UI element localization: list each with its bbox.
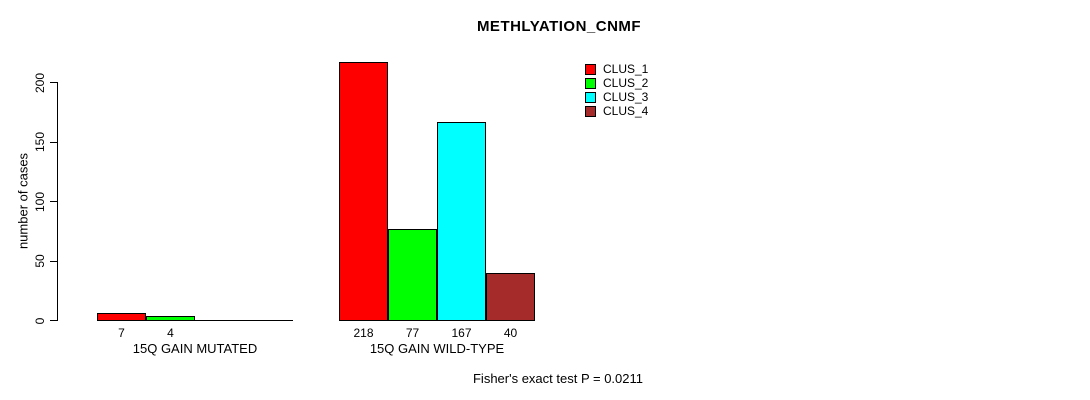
bar-value-label: 4 bbox=[167, 326, 174, 340]
bar bbox=[388, 229, 437, 321]
legend-item: CLUS_1 bbox=[585, 63, 648, 76]
y-axis-tick-label: 0 bbox=[33, 317, 47, 324]
y-axis-line bbox=[57, 82, 58, 321]
legend-label: CLUS_2 bbox=[603, 76, 649, 90]
legend-swatch bbox=[585, 64, 596, 75]
y-axis-tick bbox=[50, 82, 57, 83]
y-axis-tick bbox=[50, 201, 57, 202]
bar-value-label: 40 bbox=[503, 326, 518, 340]
bar bbox=[486, 273, 535, 321]
y-axis-tick-label: 200 bbox=[33, 72, 47, 93]
y-axis-tick-label: 150 bbox=[33, 131, 47, 153]
fisher-test-annotation: Fisher's exact test P = 0.0211 bbox=[472, 371, 644, 386]
legend-swatch bbox=[585, 92, 596, 103]
category-label: 15Q GAIN MUTATED bbox=[132, 341, 258, 356]
y-axis-tick bbox=[50, 141, 57, 143]
legend-item: CLUS_2 bbox=[585, 77, 648, 90]
y-axis-tick bbox=[50, 260, 57, 262]
legend: CLUS_1 CLUS_2 CLUS_3 CLUS_4 bbox=[585, 63, 648, 119]
y-axis-tick-label: 50 bbox=[33, 254, 47, 268]
y-axis-label: number of cases bbox=[15, 152, 31, 250]
bar-zero bbox=[195, 320, 244, 321]
bar-value-label: 77 bbox=[405, 326, 420, 340]
bar-zero bbox=[244, 320, 293, 321]
legend-item: CLUS_3 bbox=[585, 91, 648, 104]
y-axis-tick bbox=[50, 320, 57, 321]
legend-label: CLUS_3 bbox=[603, 90, 649, 104]
bar-value-label: 167 bbox=[451, 326, 472, 340]
category-label: 15Q GAIN WILD-TYPE bbox=[369, 341, 505, 356]
bar bbox=[97, 313, 146, 321]
chart-title: METHLYATION_CNMF bbox=[476, 18, 642, 35]
y-axis-tick-label: 100 bbox=[33, 191, 47, 212]
bar bbox=[437, 122, 486, 321]
bar bbox=[339, 62, 388, 321]
legend-label: CLUS_4 bbox=[603, 104, 649, 118]
legend-swatch bbox=[585, 106, 596, 117]
legend-item: CLUS_4 bbox=[585, 105, 648, 118]
legend-swatch bbox=[585, 78, 596, 89]
bar-value-label: 218 bbox=[353, 326, 374, 340]
bar bbox=[146, 316, 195, 321]
bar-value-label: 7 bbox=[118, 326, 125, 340]
legend-label: CLUS_1 bbox=[603, 62, 649, 76]
